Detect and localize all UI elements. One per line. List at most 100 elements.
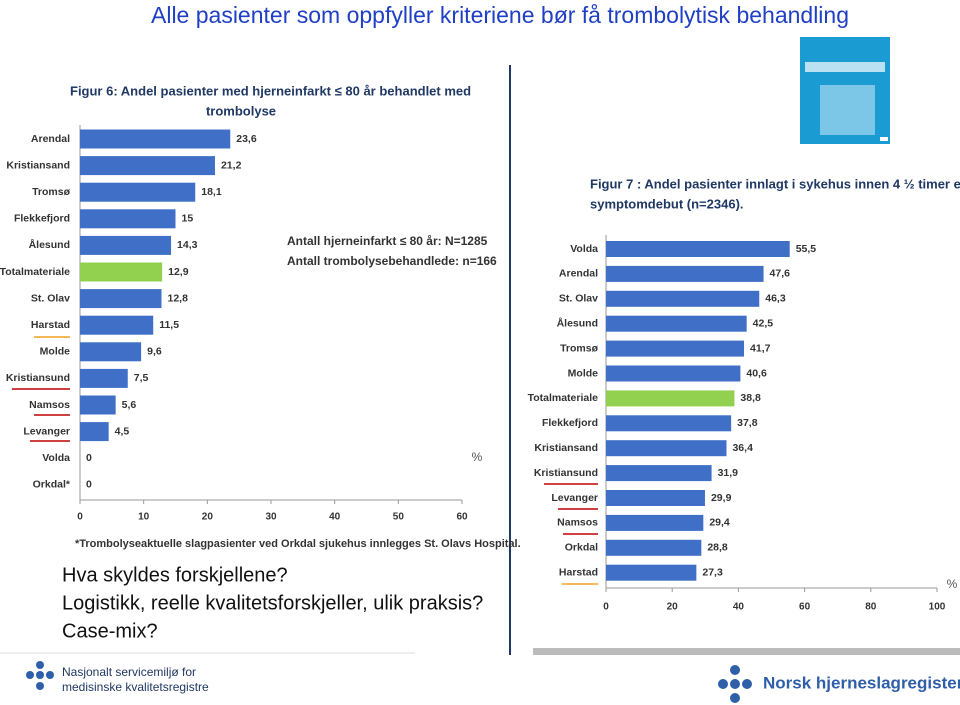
- y-tick-label: Volda: [42, 452, 70, 464]
- value-label: 7,5: [134, 372, 149, 384]
- x-tick-label: 0: [77, 512, 83, 523]
- annotation: Antall hjerneinfarkt ≤ 80 år: N=1285: [287, 234, 488, 248]
- x-tick-label: 20: [667, 602, 679, 613]
- value-label: 14,3: [177, 239, 198, 251]
- value-label: 9,6: [147, 346, 162, 358]
- y-tick-label: Kristiansund: [534, 467, 598, 479]
- underlines: [12, 336, 598, 585]
- bar: [80, 368, 128, 388]
- y-tick-label: Totalmateriale: [528, 392, 599, 404]
- x-tick-label: 30: [265, 512, 277, 523]
- bar: [606, 415, 732, 432]
- footnote: *Trombolyseaktuelle slagpasienter ved Or…: [75, 538, 521, 550]
- bar: [80, 422, 109, 442]
- question: Hva skyldes forskjellene?: [62, 564, 288, 586]
- value-label: 0: [86, 452, 92, 464]
- y-tick-label: Arendal: [559, 268, 598, 280]
- y-tick-label: Kristiansand: [534, 442, 598, 454]
- bar: [606, 290, 760, 307]
- y-tick-label: Namsos: [557, 517, 598, 529]
- value-label: 40,6: [746, 367, 767, 379]
- x-tick-label: 40: [733, 602, 745, 613]
- value-label: 37,8: [737, 417, 758, 429]
- bar: [80, 129, 231, 149]
- y-tick-label: Totalmateriale: [0, 266, 70, 278]
- x-tick-label: 60: [456, 512, 468, 523]
- y-tick-label: Molde: [40, 346, 70, 358]
- y-tick-label: Harstad: [559, 566, 598, 578]
- bar: [606, 390, 735, 407]
- x-tick-label: 0: [603, 602, 609, 613]
- value-label: 38,8: [740, 392, 761, 404]
- value-label: 21,2: [221, 159, 242, 171]
- value-label: 5,6: [122, 399, 137, 411]
- y-tick-label: Ålesund: [557, 316, 598, 329]
- y-tick-label: Volda: [570, 243, 598, 255]
- bar: [80, 395, 116, 415]
- y-tick-label: Levanger: [23, 425, 70, 437]
- x-axis-label: %: [947, 577, 958, 591]
- bar: [80, 342, 142, 362]
- logo-text: Nasjonalt servicemiljø for: [62, 665, 196, 679]
- value-label: 12,9: [168, 266, 189, 278]
- x-axis-label: %: [472, 450, 483, 464]
- logo-text: Norsk hjerneslagregister: [763, 673, 960, 692]
- value-label: 29,9: [711, 492, 732, 504]
- x-tick-label: 40: [329, 512, 341, 523]
- bar: [80, 182, 196, 202]
- bar: [606, 465, 712, 482]
- annotation: Antall trombolysebehandlede: n=166: [287, 254, 497, 268]
- y-tick-label: Arendal: [31, 133, 70, 145]
- bar: [606, 365, 741, 382]
- y-tick-label: Namsos: [29, 399, 70, 411]
- chart-title: trombolyse: [206, 103, 276, 118]
- bar: [80, 235, 172, 255]
- question: Logistikk, reelle kvalitetsforskjeller, …: [62, 592, 483, 614]
- value-label: 0: [86, 479, 92, 491]
- value-label: 29,4: [709, 517, 730, 529]
- chart-title: Figur 7 : Andel pasienter innlagt i syke…: [590, 176, 960, 191]
- x-tick-label: 60: [799, 602, 811, 613]
- x-tick-label: 100: [929, 602, 946, 613]
- y-tick-label: Kristiansand: [6, 159, 70, 171]
- value-label: 55,5: [796, 243, 817, 255]
- bar: [606, 241, 790, 257]
- y-tick-label: Levanger: [551, 492, 598, 504]
- y-tick-label: Orkdal*: [33, 479, 71, 491]
- bar: [606, 340, 745, 357]
- value-label: 4,5: [115, 425, 130, 437]
- y-tick-label: St. Olav: [559, 293, 598, 305]
- y-tick-label: Flekkefjord: [542, 417, 598, 429]
- y-tick-label: Ålesund: [29, 238, 70, 251]
- y-tick-label: Molde: [568, 367, 598, 379]
- chart-title: symptomdebut (n=2346).: [590, 196, 744, 211]
- bar: [606, 539, 702, 556]
- y-tick-label: Tromsø: [32, 186, 71, 198]
- value-label: 27,3: [702, 566, 723, 578]
- bar: [606, 564, 697, 581]
- value-label: 41,7: [750, 342, 771, 354]
- bar: [80, 289, 162, 309]
- x-tick-label: 10: [138, 512, 150, 523]
- bar: [606, 514, 704, 531]
- x-tick-label: 20: [202, 512, 214, 523]
- value-label: 23,6: [236, 133, 257, 145]
- value-label: 18,1: [201, 186, 222, 198]
- bar: [80, 315, 154, 335]
- report-cover: [800, 37, 890, 144]
- value-label: 12,8: [167, 292, 188, 304]
- y-tick-label: Tromsø: [560, 342, 599, 354]
- bar: [80, 209, 176, 229]
- logo-icon: [26, 661, 752, 703]
- bar: [606, 490, 705, 506]
- bar: [606, 315, 747, 332]
- value-label: 42,5: [753, 317, 774, 329]
- bar: [606, 265, 764, 282]
- x-tick-label: 50: [393, 512, 405, 523]
- y-tick-label: Flekkefjord: [14, 213, 70, 225]
- value-label: 28,8: [707, 542, 728, 554]
- slide-title: Alle pasienter som oppfyller kriteriene …: [151, 2, 849, 28]
- logo-text: medisinske kvalitetsregistre: [62, 680, 209, 694]
- y-tick-label: Harstad: [31, 319, 70, 331]
- footer-bar: [533, 648, 960, 655]
